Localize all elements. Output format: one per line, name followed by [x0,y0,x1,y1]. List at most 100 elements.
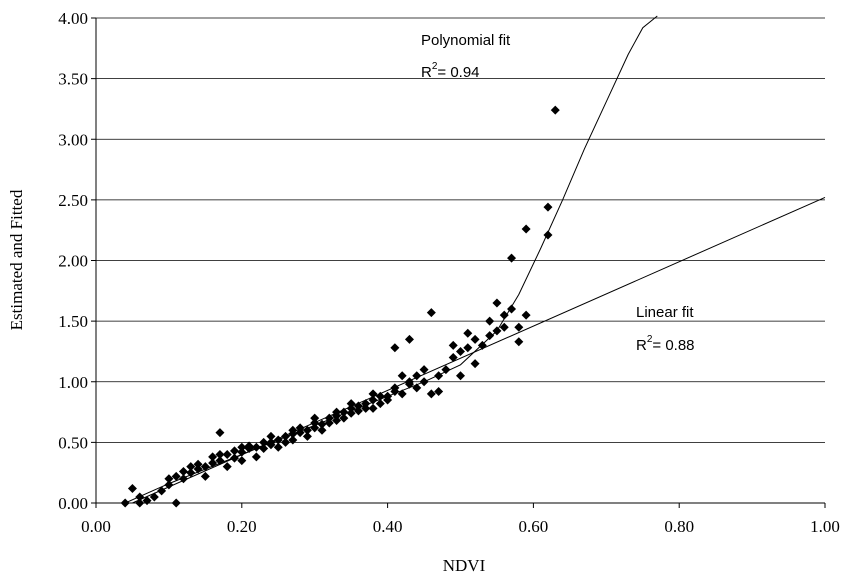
data-point [200,471,210,481]
y-tick-label: 1.50 [58,312,88,331]
data-point [302,431,312,441]
data-point [127,483,137,493]
data-point [288,435,298,445]
data-point [178,474,188,484]
data-point [259,443,269,453]
data-point [230,446,240,456]
data-point [193,464,203,474]
data-point [470,334,480,344]
data-point [346,399,356,409]
data-point [470,359,480,369]
data-point [208,452,218,462]
data-point [317,419,327,429]
data-point [135,492,145,502]
data-point [404,377,414,387]
data-point [550,105,560,115]
y-tick-label: 0.00 [58,494,88,513]
data-point [149,492,159,502]
linear-fit-line [132,196,826,504]
x-tick-label: 0.20 [227,517,257,536]
y-tick-labels: 0.00 0.50 1.00 1.50 2.00 2.50 3.00 3.50 4.00 [58,9,96,513]
data-point [237,456,247,466]
r2-value: = 0.88 [652,337,694,354]
data-point [193,459,203,469]
polynomial-fit-annotation: Polynomial fit R2= 0.94 [421,32,511,81]
data-point [412,383,422,393]
data-point [295,428,305,438]
data-point [492,298,502,308]
data-point [164,480,174,490]
data-point [251,452,261,462]
data-point [273,442,283,452]
data-point [310,413,320,423]
data-point [346,403,356,413]
data-point [375,399,385,409]
data-point [441,365,451,375]
linear-fit-annotation: Linear fit R2= 0.88 [636,304,695,354]
data-point [251,442,261,452]
data-point [499,322,509,332]
x-tick-label: 0.40 [373,517,403,536]
x-tick-label: 0.60 [519,517,549,536]
data-point [157,486,167,496]
data-point [543,202,553,212]
data-point [361,399,371,409]
data-point [412,371,422,381]
data-point [492,326,502,336]
data-point [368,395,378,405]
linear-fit-r2: R2= 0.88 [636,334,695,354]
data-point [310,423,320,433]
data-point [361,403,371,413]
data-point [390,343,400,353]
data-point [178,466,188,476]
data-point [281,431,291,441]
data-point [521,224,531,234]
data-point [295,423,305,433]
y-tick-label: 4.00 [58,9,88,28]
data-point [317,425,327,435]
data-point [310,418,320,428]
x-tick-labels: 0.00 0.20 0.40 0.60 0.80 1.00 [81,503,840,536]
data-point [434,386,444,396]
data-point [419,377,429,387]
data-point [339,413,349,423]
fit-lines [124,15,826,504]
y-tick-label: 1.00 [58,373,88,392]
data-point [215,456,225,466]
data-point [507,253,517,263]
data-point [171,471,181,481]
data-point [230,453,240,463]
data-point [324,418,334,428]
data-point [222,450,232,459]
data-point [200,462,210,472]
data-point [273,435,283,445]
data-points [120,105,560,508]
data-point [419,365,429,375]
data-point [259,437,269,447]
r2-prefix: R [636,337,647,354]
y-tick-label: 3.50 [58,70,88,89]
linear-fit-label: Linear fit [636,304,694,321]
data-point [281,437,291,447]
data-point [485,316,495,326]
x-tick-label: 1.00 [810,517,840,536]
r2-prefix: R [421,64,432,81]
y-tick-label: 2.00 [58,252,88,271]
data-point [456,346,465,356]
data-point [332,407,342,417]
data-point [514,337,524,347]
data-point [456,371,465,381]
data-point [463,343,473,353]
data-point [186,468,196,478]
polynomial-fit-line [124,15,658,504]
data-point [375,391,385,401]
data-point [237,442,247,452]
r2-superscript: 2 [647,334,653,345]
y-tick-label: 3.00 [58,130,88,149]
x-tick-label: 0.00 [81,517,111,536]
data-point [477,340,487,350]
data-point [353,406,363,416]
data-point [499,310,509,320]
y-axis-title: Estimated and Fitted [7,189,26,330]
data-point [266,431,276,441]
